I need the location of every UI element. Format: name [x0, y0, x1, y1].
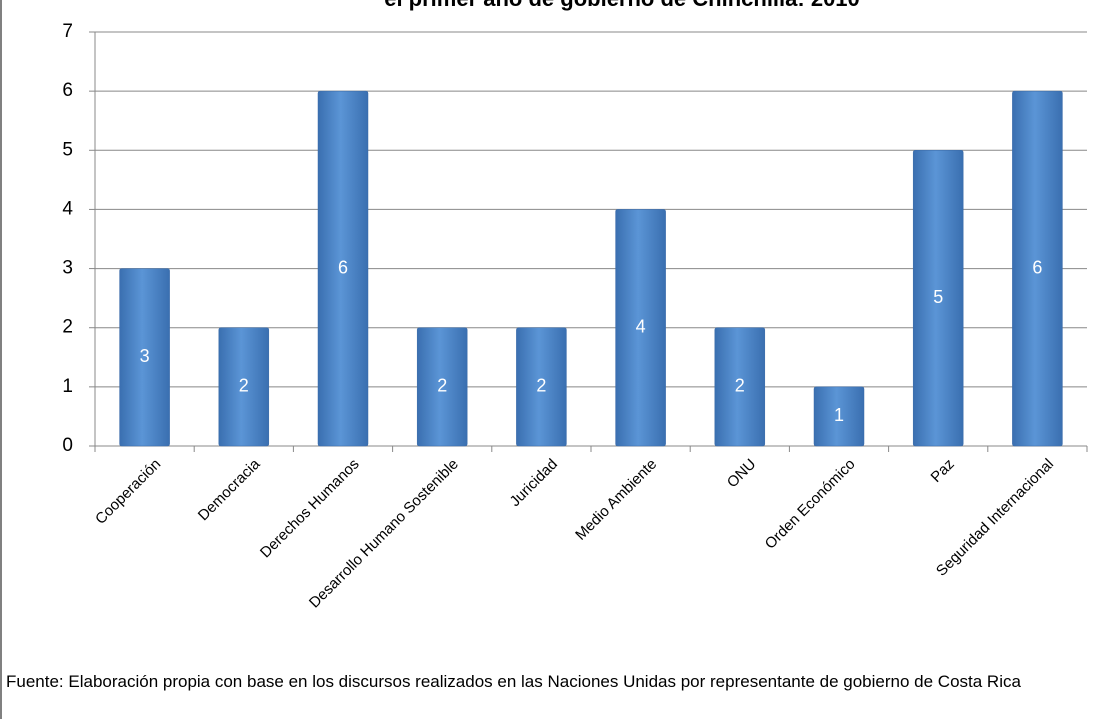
y-tick-label: 3 — [62, 258, 73, 279]
bar — [615, 209, 666, 447]
x-tick-label: Orden Económico — [762, 456, 859, 553]
x-tick-label: Democracia — [195, 455, 264, 524]
data-label: 3 — [140, 346, 150, 366]
y-tick-label: 5 — [62, 139, 73, 160]
data-label: 2 — [536, 376, 546, 396]
y-tick-label: 4 — [62, 198, 73, 219]
data-label: 2 — [239, 376, 249, 396]
x-tick-label: Medio Ambiente — [572, 456, 660, 544]
x-tick-label: Juricidad — [507, 456, 561, 510]
data-label: 6 — [338, 257, 348, 277]
x-tick-label: Paz — [928, 456, 958, 486]
y-tick-label: 2 — [62, 317, 73, 338]
bar — [516, 327, 567, 447]
data-label: 5 — [933, 287, 943, 307]
bar — [218, 327, 270, 447]
x-tick-label: Cooperación — [92, 456, 164, 528]
data-label: 2 — [437, 376, 447, 396]
bar — [317, 90, 369, 447]
data-label: 4 — [636, 316, 646, 336]
y-tick-label: 1 — [62, 376, 73, 397]
chart-title: el primer año de gobierno de Chinchilla:… — [384, 0, 860, 11]
data-label: 6 — [1032, 257, 1042, 277]
bar — [416, 327, 468, 447]
source-note: Fuente: Elaboración propia con base en l… — [6, 672, 1021, 691]
bar — [119, 268, 170, 447]
bar — [813, 386, 865, 447]
bar — [1012, 90, 1063, 447]
y-tick-label: 7 — [62, 21, 73, 42]
data-label: 2 — [735, 376, 745, 396]
x-tick-label: Derechos Humanos — [257, 456, 363, 562]
bar — [912, 150, 964, 447]
bar — [714, 327, 766, 447]
data-label: 1 — [834, 405, 844, 425]
x-tick-label: Seguridad Internacional — [933, 456, 1057, 580]
x-tick-label: ONU — [724, 456, 760, 492]
y-tick-label: 6 — [62, 80, 73, 101]
y-tick-label: 0 — [62, 435, 73, 456]
